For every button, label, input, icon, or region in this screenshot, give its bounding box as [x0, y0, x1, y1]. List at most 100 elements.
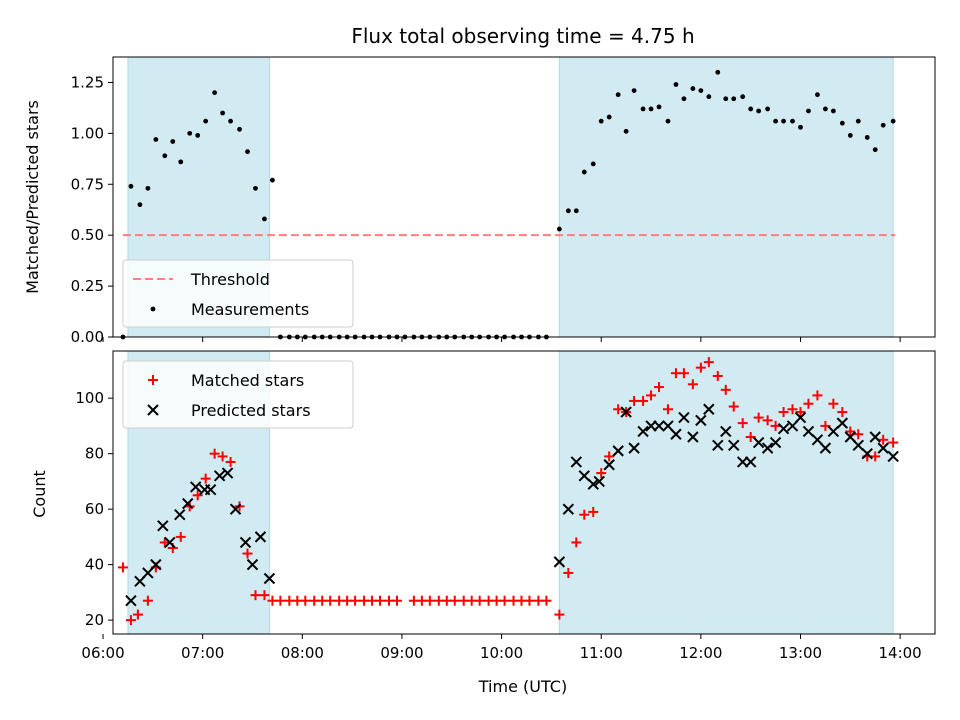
measurement-point	[673, 82, 679, 87]
matched-star-point	[845, 426, 856, 437]
matched-star-point	[117, 562, 128, 573]
predicted-star-stroke-b	[254, 531, 267, 543]
matched-star-point	[325, 595, 336, 606]
measurement-point	[253, 185, 258, 191]
y-tick-label: 1.00	[71, 124, 104, 142]
measurement-point	[556, 226, 562, 232]
matched-star-point	[588, 506, 599, 517]
measurement-point	[631, 88, 637, 93]
measurement-point	[656, 104, 662, 110]
predicted-star-stroke-b	[703, 403, 715, 415]
predicted-star-point	[204, 484, 217, 496]
predicted-star-point	[720, 425, 732, 438]
predicted-star-stroke-b	[603, 459, 615, 471]
predicted-star-point	[221, 467, 234, 479]
matched-star-point	[391, 595, 402, 606]
matched-star-point	[375, 595, 386, 606]
predicted-star-point	[877, 442, 889, 454]
predicted-star-stroke-b	[744, 456, 757, 468]
legend-predicted-swatch-b	[147, 404, 159, 416]
chart-title: Flux total observing time = 4.75 h	[351, 24, 694, 48]
predicted-star-point	[150, 558, 162, 571]
y-tick-label: 1.25	[71, 73, 104, 91]
predicted-star-point	[637, 425, 649, 438]
predicted-star-stroke-b	[125, 594, 137, 607]
measurement-point	[270, 177, 275, 183]
matched-star-point	[142, 595, 153, 606]
measurement-point	[245, 149, 250, 155]
legend-measurement-swatch	[150, 306, 156, 312]
y-tick-label: 0.00	[71, 328, 104, 346]
measurement-point	[648, 106, 654, 112]
y-tick-label: 20	[85, 611, 104, 629]
matched-star-point	[712, 370, 723, 381]
matched-star-point	[770, 420, 781, 431]
matched-star-point	[638, 395, 649, 406]
predicted-star-stroke-b	[229, 503, 242, 515]
measurement-point	[573, 208, 579, 214]
matched-star-point	[728, 401, 739, 412]
matched-star-point	[762, 415, 773, 426]
predicted-star-stroke-b	[164, 536, 176, 549]
measurement-point	[590, 161, 596, 167]
plot-frame	[112, 350, 936, 635]
measurement-point	[731, 96, 737, 102]
predicted-star-point	[593, 475, 605, 488]
legend: Threshold Measurements	[122, 259, 354, 328]
x-tick-label: 07:00	[181, 644, 224, 662]
top-panel: Matched/Predicted stars 0.00 0.25 0.50 0.75…	[23, 56, 936, 346]
matched-star-point	[853, 429, 864, 440]
predicted-star-stroke-b	[695, 414, 707, 427]
matched-star-point	[499, 595, 510, 606]
predicted-star-stroke-b	[827, 425, 840, 438]
predicted-star-point	[578, 470, 590, 482]
predicted-star-point	[670, 428, 682, 440]
matched-star-point	[613, 404, 624, 415]
predicted-star-stroke-b	[239, 536, 252, 549]
predicted-star-stroke-b	[794, 411, 807, 424]
matched-star-point	[678, 368, 689, 379]
predicted-star-stroke-b	[869, 431, 881, 443]
measurement-point	[855, 118, 861, 124]
predicted-star-point	[246, 558, 259, 571]
measurement-point	[715, 69, 721, 75]
x-tick-label: 10:00	[480, 644, 523, 662]
measurement-point	[665, 118, 671, 124]
predicted-star-point	[852, 439, 864, 452]
predicted-star-stroke-b	[612, 445, 624, 457]
predicted-star-point	[620, 406, 632, 418]
predicted-star-stroke-b	[777, 422, 790, 435]
measurement-point	[170, 139, 176, 144]
matched-star-point	[132, 609, 143, 620]
predicted-star-stroke-b	[182, 497, 194, 510]
matched-star-point	[524, 595, 535, 606]
bottom-panel: Count Time (UTC) 20 40 60 80 100 06:00 07:00 08…	[30, 350, 936, 696]
predicted-star-stroke-b	[150, 558, 162, 571]
predicted-star-stroke-b	[802, 425, 815, 438]
measurement-point	[698, 88, 704, 93]
bottom-y-axis-label: Count	[30, 470, 49, 518]
matched-star-point	[753, 412, 764, 423]
y-tick-label: 0.75	[71, 175, 104, 193]
predicted-star-stroke-b	[578, 470, 590, 482]
predicted-star-stroke-b	[620, 406, 632, 418]
measurement-point	[781, 118, 786, 124]
legend-label: Threshold	[190, 270, 270, 289]
predicted-star-point	[254, 531, 267, 543]
measurement-point	[880, 122, 886, 128]
predicted-star-point	[712, 439, 724, 452]
measurement-point	[740, 94, 746, 100]
matched-star-point	[654, 382, 665, 393]
predicted-star-point	[777, 422, 790, 435]
matched-star-point	[424, 595, 435, 606]
predicted-star-stroke-b	[570, 456, 583, 468]
measurement-point	[872, 147, 878, 153]
x-tick-label: 08:00	[281, 644, 324, 662]
matched-star-point	[888, 437, 899, 448]
measurement-point	[681, 96, 687, 102]
matched-star-point	[604, 451, 615, 462]
predicted-star-point	[570, 456, 583, 468]
matched-star-point	[541, 595, 552, 606]
matched-star-point	[350, 595, 361, 606]
y-tick-label: 80	[85, 445, 104, 463]
